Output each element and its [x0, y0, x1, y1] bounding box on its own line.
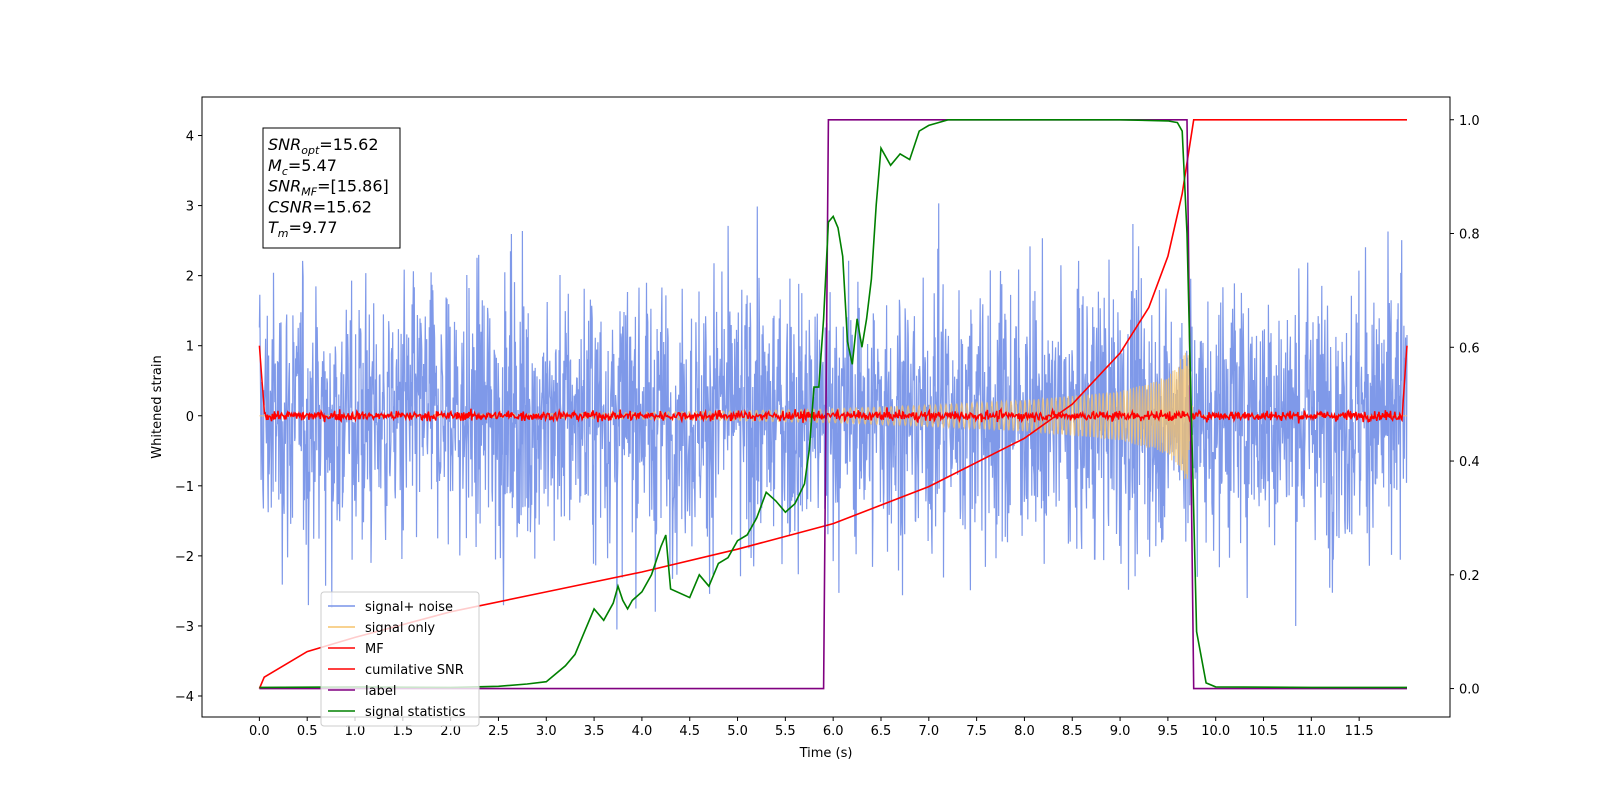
x-tick-label: 7.5 — [966, 724, 987, 739]
series-signal-statistics — [259, 119, 1407, 689]
legend-label: signal statistics — [365, 705, 466, 720]
legend-label: signal+ noise — [365, 600, 453, 615]
y-tick-label-right: 0.4 — [1459, 455, 1480, 470]
series-signal-noise — [258, 203, 1408, 630]
x-tick-label: 6.0 — [823, 724, 844, 739]
y-tick-label-right: 0.8 — [1459, 228, 1480, 243]
x-tick-label: 2.0 — [440, 724, 461, 739]
y-tick-label-left: 2 — [186, 270, 194, 285]
x-tick-label: 10.5 — [1249, 724, 1278, 739]
y-tick-label-right: 0.6 — [1459, 341, 1480, 356]
annotation-line: Mc=5.47 — [268, 156, 337, 178]
x-tick-label: 1.5 — [392, 724, 413, 739]
y-tick-label-left: 0 — [186, 410, 194, 425]
x-tick-label: 5.0 — [727, 724, 748, 739]
y-tick-label-left: −2 — [175, 550, 194, 565]
legend-label: cumilative SNR — [365, 663, 464, 678]
x-tick-label: 0.0 — [249, 724, 270, 739]
y-tick-label-left: 1 — [186, 340, 194, 355]
annotation-box: SNRopt=15.62Mc=5.47SNRMF=[15.86]CSNR=15.… — [262, 127, 401, 249]
annotation-line: Tm=9.77 — [268, 218, 338, 240]
x-tick-label: 9.5 — [1158, 724, 1179, 739]
annotation-line: SNRMF=[15.86] — [268, 177, 389, 199]
plot-frame — [201, 96, 1451, 718]
y-tick-label-left: −1 — [175, 480, 194, 495]
axes-layer: 0.0 0.5 1.0 1.5 2.0 2.5 3.0 3.5 4.0 4.5 5.0 5.5 6.0 6… — [175, 114, 1480, 739]
legend-label: label — [365, 684, 396, 699]
y-axis-label: Whitened strain — [150, 355, 165, 458]
legend-label: signal only — [365, 621, 435, 636]
x-tick-label: 11.5 — [1345, 724, 1374, 739]
y-tick-label-left: 4 — [186, 130, 194, 145]
x-tick-label: 10.0 — [1201, 724, 1230, 739]
x-tick-label: 5.5 — [775, 724, 796, 739]
x-tick-label: 4.5 — [679, 724, 700, 739]
x-tick-label: 3.5 — [584, 724, 605, 739]
series-mf — [258, 345, 1408, 424]
legend-label: MF — [365, 642, 384, 657]
legend: signal+ noise signal only MF cumilative SNR… — [320, 591, 480, 727]
x-tick-label: 9.0 — [1110, 724, 1131, 739]
y-tick-label-right: 0.2 — [1459, 569, 1480, 584]
y-tick-label-left: −3 — [175, 620, 194, 635]
x-tick-label: 4.0 — [632, 724, 653, 739]
x-tick-label: 2.5 — [488, 724, 509, 739]
x-tick-label: 3.0 — [536, 724, 557, 739]
y-tick-label-right: 1.0 — [1459, 114, 1480, 129]
x-tick-label: 0.5 — [297, 724, 318, 739]
annotation-line: CSNR=15.62 — [268, 197, 372, 216]
x-tick-label: 1.0 — [345, 724, 366, 739]
y-tick-label-left: −4 — [175, 690, 194, 705]
x-tick-label: 6.5 — [871, 724, 892, 739]
x-tick-label: 8.5 — [1062, 724, 1083, 739]
annotation-line: SNRopt=15.62 — [268, 135, 379, 157]
x-tick-label: 11.0 — [1297, 724, 1326, 739]
y-tick-label-right: 0.0 — [1459, 683, 1480, 698]
x-tick-label: 8.0 — [1014, 724, 1035, 739]
x-tick-label: 7.0 — [918, 724, 939, 739]
y-tick-label-left: 3 — [186, 200, 194, 215]
x-axis-label: Time (s) — [799, 746, 853, 761]
